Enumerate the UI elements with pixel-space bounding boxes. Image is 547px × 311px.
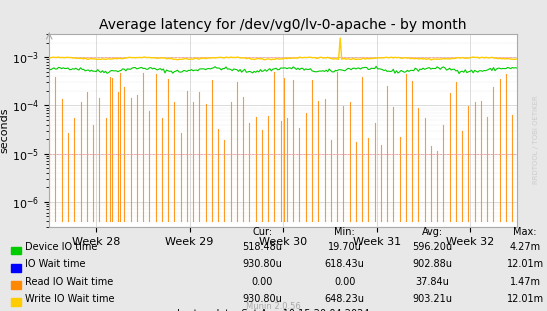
Text: 4.27m: 4.27m: [510, 242, 540, 252]
Text: Device IO time: Device IO time: [25, 242, 97, 252]
Text: 19.70u: 19.70u: [328, 242, 362, 252]
Text: Last update: Sat Aug 10 15:20:04 2024: Last update: Sat Aug 10 15:20:04 2024: [177, 309, 370, 311]
Text: Read IO Wait time: Read IO Wait time: [25, 276, 113, 286]
Y-axis label: seconds: seconds: [0, 108, 9, 153]
Text: Min:: Min:: [334, 227, 355, 237]
Text: 0.00: 0.00: [334, 276, 356, 286]
Text: 12.01m: 12.01m: [507, 259, 544, 269]
Text: Write IO Wait time: Write IO Wait time: [25, 294, 114, 304]
Text: 12.01m: 12.01m: [507, 294, 544, 304]
Text: 930.80u: 930.80u: [243, 259, 282, 269]
Text: Munin 2.0.56: Munin 2.0.56: [246, 302, 301, 311]
Text: 0.00: 0.00: [252, 276, 274, 286]
Text: Max:: Max:: [514, 227, 537, 237]
Text: 902.88u: 902.88u: [412, 259, 452, 269]
Title: Average latency for /dev/vg0/lv-0-apache - by month: Average latency for /dev/vg0/lv-0-apache…: [100, 18, 467, 32]
Text: 903.21u: 903.21u: [412, 294, 452, 304]
Text: IO Wait time: IO Wait time: [25, 259, 85, 269]
Text: Cur:: Cur:: [253, 227, 272, 237]
Text: 596.20u: 596.20u: [412, 242, 452, 252]
Text: 37.84u: 37.84u: [415, 276, 449, 286]
Text: 518.48u: 518.48u: [242, 242, 283, 252]
Text: 648.23u: 648.23u: [324, 294, 365, 304]
Text: 618.43u: 618.43u: [325, 259, 364, 269]
Text: RRDTOOL / TOBI OETIKER: RRDTOOL / TOBI OETIKER: [533, 95, 539, 184]
Text: Avg:: Avg:: [422, 227, 443, 237]
Text: 1.47m: 1.47m: [510, 276, 540, 286]
Text: 930.80u: 930.80u: [243, 294, 282, 304]
